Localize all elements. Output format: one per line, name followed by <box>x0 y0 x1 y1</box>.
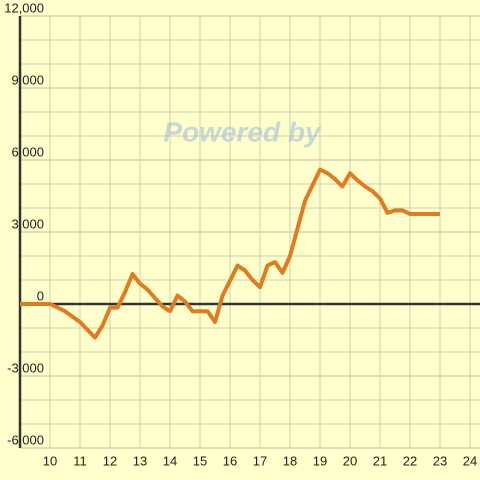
y-tick-label: 0 <box>37 288 44 303</box>
x-tick-label: 22 <box>403 453 417 468</box>
x-tick-label: 11 <box>73 453 87 468</box>
y-tick-label: 6,000 <box>11 144 44 159</box>
x-tick-label: 18 <box>283 453 297 468</box>
x-tick-label: 23 <box>433 453 447 468</box>
y-tick-label: -6,000 <box>7 432 44 447</box>
x-tick-label: 12 <box>103 453 117 468</box>
x-tick-label: 17 <box>253 453 267 468</box>
x-tick-label: 15 <box>193 453 207 468</box>
y-tick-label: 12,000 <box>4 0 44 15</box>
x-tick-label: 13 <box>133 453 147 468</box>
x-tick-label: 24 <box>463 453 477 468</box>
x-tick-label: 19 <box>313 453 327 468</box>
x-tick-label: 20 <box>343 453 357 468</box>
x-tick-label: 14 <box>163 453 177 468</box>
x-tick-label: 16 <box>223 453 237 468</box>
y-tick-label: -3,000 <box>7 360 44 375</box>
plot-area: -6,000 -3,000 0 3,000 6,000 9,000 12,000 10 11 12… <box>4 0 480 468</box>
x-tick-label: 21 <box>373 453 387 468</box>
y-tick-label: 3,000 <box>11 216 44 231</box>
y-tick-label: 9,000 <box>11 72 44 87</box>
x-tick-label: 10 <box>43 453 57 468</box>
watermark: Powered by <box>163 116 322 147</box>
data-line <box>20 167 440 340</box>
